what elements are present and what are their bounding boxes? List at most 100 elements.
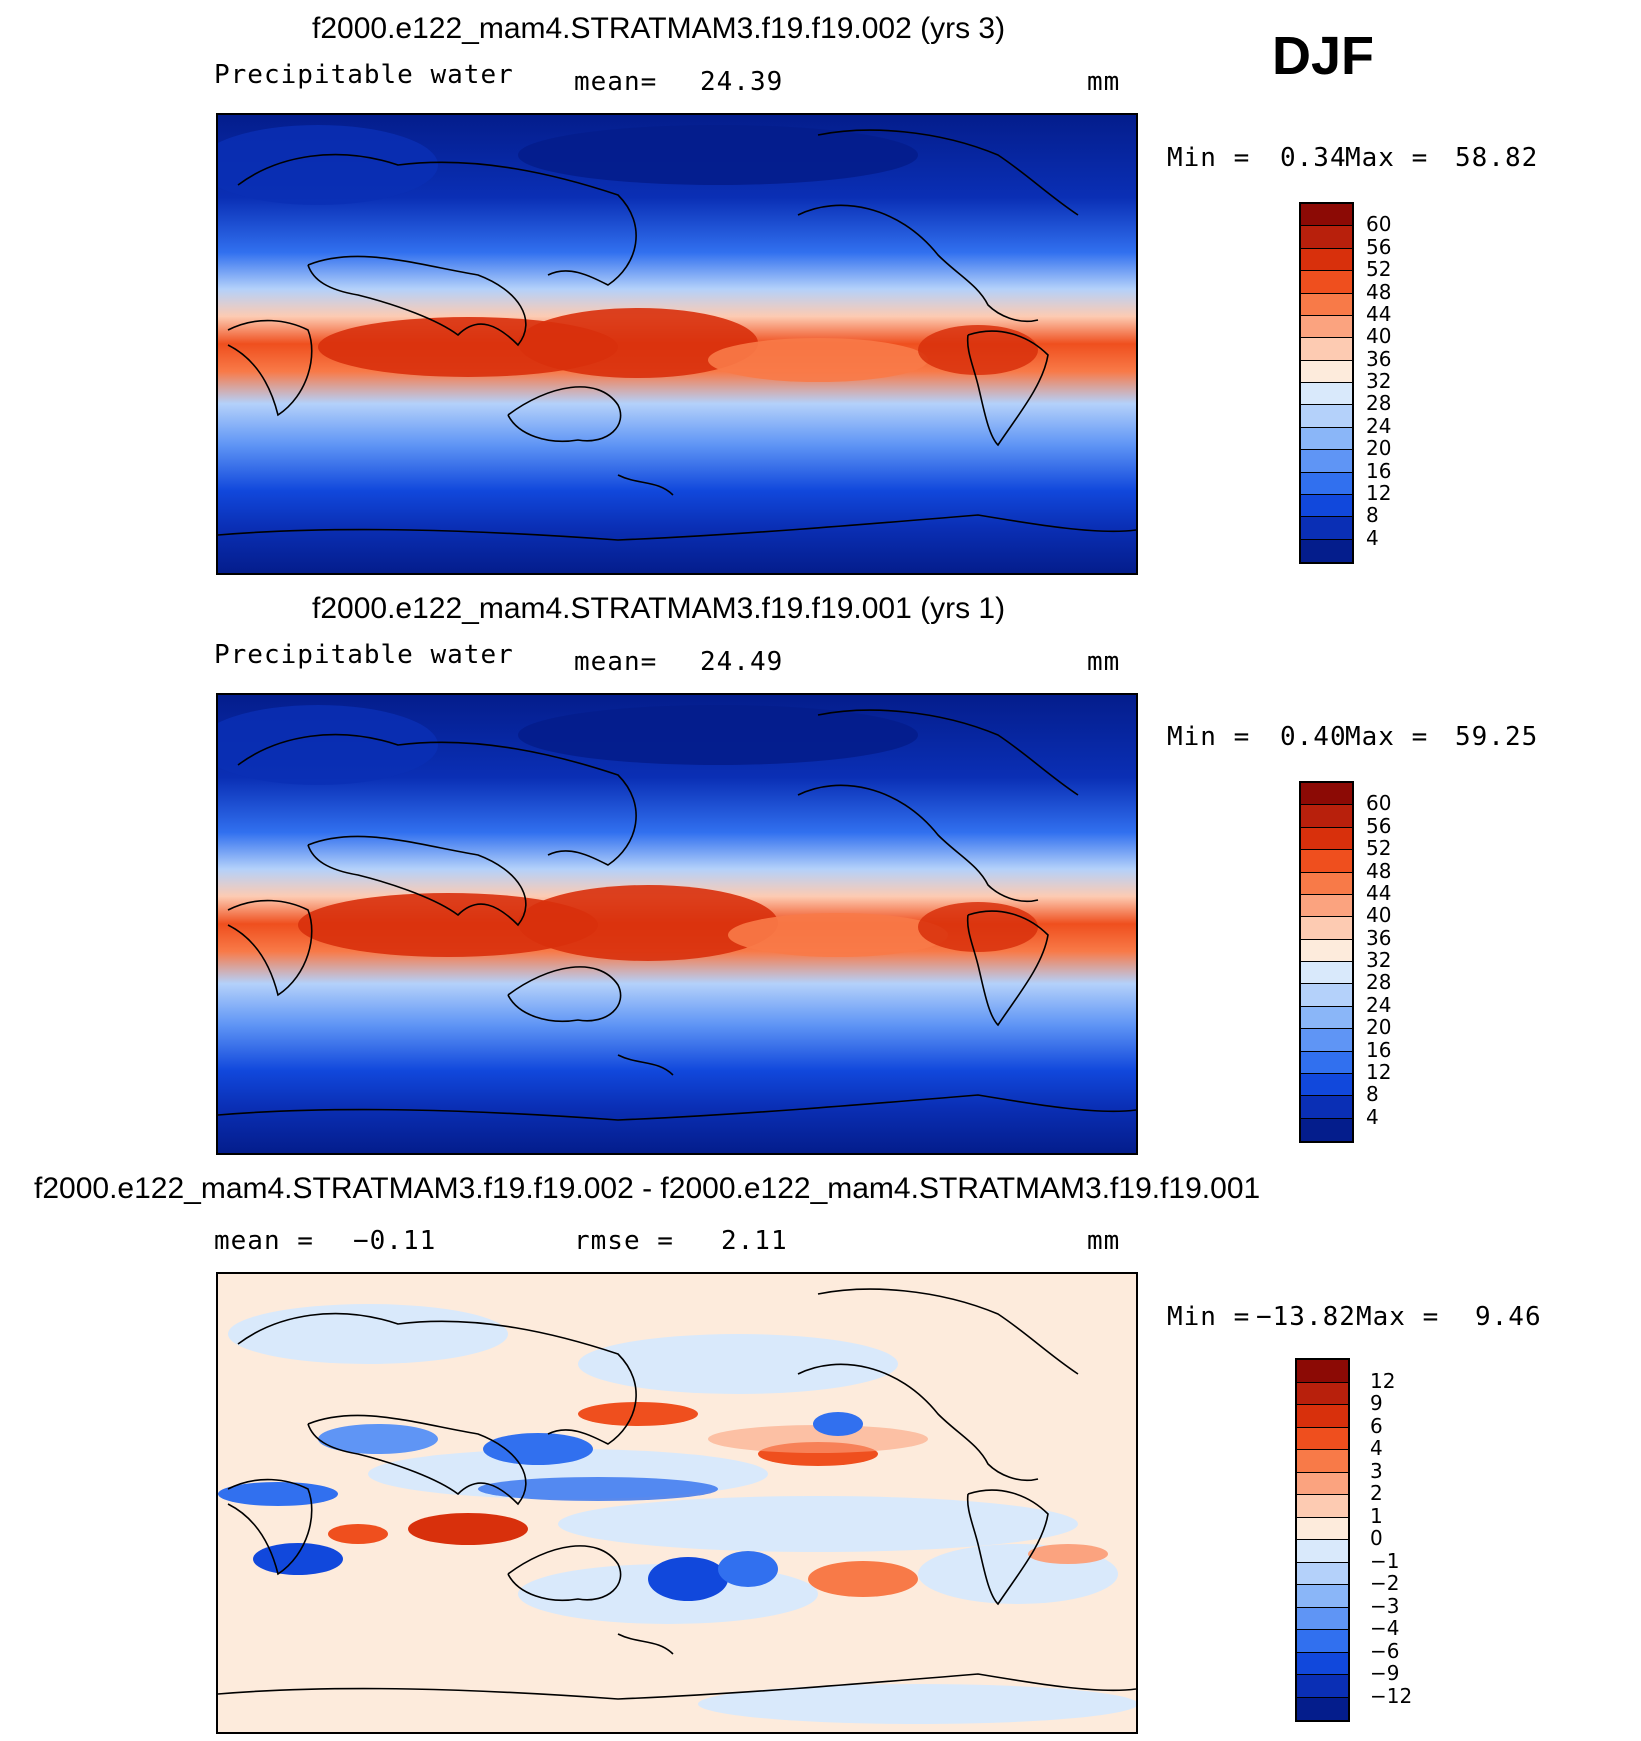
panel-1-colorbar-segment — [1301, 427, 1352, 451]
panel-2-colorbar-segment — [1301, 984, 1352, 1007]
panel-2-min-value: 0.40 — [1280, 722, 1347, 752]
panel-2-colorbar-segment — [1301, 1096, 1352, 1119]
panel-1-colorbar-segment — [1301, 271, 1352, 294]
panel-3-colorbar-segment — [1297, 1405, 1348, 1428]
panel-2-colorbar-segment — [1301, 939, 1352, 962]
panel-1-colorbar-tick-label: 24 — [1366, 413, 1392, 438]
panel-3-colorbar-tick-label: −4 — [1370, 1616, 1400, 1640]
panel-3-colorbar-segment — [1297, 1517, 1348, 1540]
panel-2-variable-label: Precipitable water — [214, 640, 514, 670]
panel-2-map — [216, 693, 1138, 1155]
panel-1-colorbar-segment — [1301, 405, 1352, 428]
panel-2-colorbar-segment — [1301, 1073, 1352, 1097]
panel-3-mean-value: −0.11 — [353, 1226, 437, 1256]
panel-2-colorbar-tick-label: 12 — [1366, 1059, 1392, 1084]
panel-2-colorbar-tick-label: 32 — [1366, 948, 1392, 972]
panel-2-min-label: Min = — [1167, 722, 1251, 752]
panel-1-max-value: 58.82 — [1455, 143, 1539, 173]
panel-3-mean-label: mean = — [214, 1226, 314, 1256]
panel-2-max-label: Max = — [1345, 722, 1429, 752]
panel-3-title: f2000.e122_mam4.STRATMAM3.f19.f19.002 - … — [34, 1172, 1261, 1205]
panel-3-colorbar-segment — [1297, 1382, 1348, 1405]
panel-1-colorbar-segment — [1301, 472, 1352, 495]
panel-2-colorbar-tick-label: 48 — [1366, 858, 1392, 883]
panel-2-colorbar-tick-label: 60 — [1366, 791, 1392, 816]
panel-1-colorbar-tick-label: 56 — [1366, 234, 1392, 259]
panel-3-colorbar-tick-label: 9 — [1370, 1391, 1383, 1415]
panel-1-colorbar-segment — [1301, 248, 1352, 272]
panel-1-colorbar-segment — [1301, 226, 1352, 249]
panel-1-colorbar-tick-label: 32 — [1366, 369, 1392, 393]
panel-1-colorbar-tick-label: 16 — [1366, 458, 1392, 483]
panel-1-colorbar-segment — [1301, 494, 1352, 518]
panel-3-colorbar-tick-label: −6 — [1370, 1638, 1400, 1663]
panel-1-colorbar-tick-label: 60 — [1366, 212, 1392, 237]
panel-3-colorbar-tick-label: 2 — [1370, 1481, 1383, 1505]
panel-1-colorbar-tick-label: 48 — [1366, 279, 1392, 304]
panel-1-colorbar-segment — [1301, 383, 1352, 406]
panel-1-colorbar-tick-label: 28 — [1366, 391, 1392, 416]
panel-1-colorbar-segment — [1301, 539, 1352, 562]
panel-3-colorbar-segment — [1297, 1607, 1348, 1630]
panel-2-map-svg — [218, 695, 1136, 1153]
panel-2-mean-value: 24.49 — [700, 647, 784, 677]
panel-1-units: mm — [1087, 67, 1121, 97]
panel-3-colorbar-tick-label: −3 — [1370, 1593, 1400, 1618]
panel-3-colorbar-tick-label: −12 — [1370, 1683, 1413, 1708]
panel-3-colorbar-segment — [1297, 1427, 1348, 1450]
panel-2-colorbar-tick-label: 24 — [1366, 992, 1392, 1017]
panel-3-colorbar-tick-label: 4 — [1370, 1436, 1383, 1460]
panel-1-colorbar-tick-label: 52 — [1366, 257, 1392, 282]
panel-1-colorbar-tick-label: 40 — [1366, 324, 1392, 349]
panel-1-colorbar-segment — [1301, 450, 1352, 473]
panel-1-colorbar — [1299, 202, 1354, 564]
panel-2-colorbar-tick-label: 44 — [1366, 880, 1392, 905]
panel-3-colorbar-segment — [1297, 1472, 1348, 1495]
panel-2-colorbar-tick-label: 20 — [1366, 1015, 1392, 1040]
panel-3-map-svg — [218, 1274, 1136, 1732]
panel-3-units: mm — [1087, 1226, 1121, 1256]
panel-3-colorbar-segment — [1297, 1562, 1348, 1585]
panel-3-colorbar-segment — [1297, 1450, 1348, 1473]
panel-3-colorbar-tick-label: 0 — [1370, 1526, 1383, 1550]
panel-2-colorbar-tick-label: 4 — [1366, 1104, 1379, 1129]
panel-3-colorbar-segment — [1297, 1697, 1348, 1720]
panel-3-colorbar-segment — [1297, 1540, 1348, 1563]
panel-2-colorbar-segment — [1301, 894, 1352, 918]
panel-1-colorbar-tick-label: 4 — [1366, 525, 1379, 550]
panel-2-colorbar-segment — [1301, 917, 1352, 940]
panel-1-colorbar-tick-label: 8 — [1366, 503, 1379, 528]
panel-1-min-label: Min = — [1167, 143, 1251, 173]
panel-2-colorbar-tick-label: 28 — [1366, 970, 1392, 995]
panel-2-colorbar-segment — [1301, 1118, 1352, 1141]
panel-3-colorbar-segment — [1297, 1495, 1348, 1518]
panel-3-colorbar-segment — [1297, 1652, 1348, 1675]
panel-1-max-label: Max = — [1345, 143, 1429, 173]
panel-3-colorbar-segment — [1297, 1360, 1348, 1383]
panel-1-colorbar-tick-label: 12 — [1366, 480, 1392, 505]
panel-3-colorbar-tick-label: 1 — [1370, 1503, 1383, 1528]
panel-2-colorbar-segment — [1301, 872, 1352, 895]
panel-1-colorbar-tick-label: 20 — [1366, 436, 1392, 461]
panel-2-colorbar-segment — [1301, 1051, 1352, 1074]
panel-1-mean-value: 24.39 — [700, 67, 784, 97]
panel-3-colorbar-ticks: 12 9 6 4 3 2 1 0 −1 −2 −3 −4 −6 −9 −12 — [1370, 1358, 1430, 1722]
panel-1-colorbar-segment — [1301, 315, 1352, 339]
panel-2-colorbar — [1299, 781, 1354, 1143]
panel-2-colorbar-tick-label: 16 — [1366, 1037, 1392, 1062]
panel-2-colorbar-segment — [1301, 1029, 1352, 1052]
panel-1-colorbar-segment — [1301, 204, 1352, 227]
panel-1-map-svg — [218, 115, 1136, 573]
panel-3-colorbar-segment — [1297, 1630, 1348, 1653]
panel-1-title: f2000.e122_mam4.STRATMAM3.f19.f19.002 (y… — [312, 12, 1006, 45]
panel-1-mean-label: mean= — [574, 67, 658, 97]
panel-1-colorbar-segment — [1301, 293, 1352, 316]
panel-2-colorbar-segment — [1301, 783, 1352, 806]
panel-2-colorbar-ticks: 60 56 52 48 44 40 36 32 28 24 20 16 12 8 4 — [1366, 781, 1426, 1143]
panel-1-colorbar-tick-label: 36 — [1366, 346, 1392, 371]
panel-2-colorbar-tick-label: 52 — [1366, 836, 1392, 861]
panel-2-colorbar-segment — [1301, 805, 1352, 828]
panel-2-colorbar-tick-label: 36 — [1366, 925, 1392, 950]
panel-3-colorbar-segment — [1297, 1585, 1348, 1608]
panel-2-colorbar-tick-label: 56 — [1366, 813, 1392, 838]
